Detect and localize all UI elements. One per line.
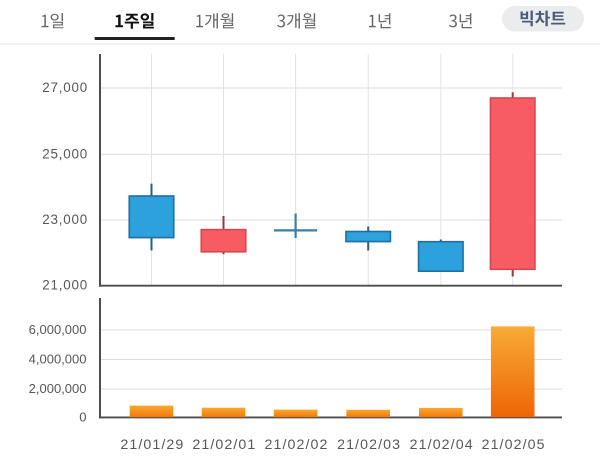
svg-text:21/02/01: 21/02/01 — [192, 437, 256, 453]
svg-text:21/02/05: 21/02/05 — [482, 437, 546, 453]
svg-text:25,000: 25,000 — [42, 147, 88, 162]
svg-text:21,000: 21,000 — [42, 278, 88, 293]
svg-text:6,000,000: 6,000,000 — [29, 322, 87, 337]
svg-text:4,000,000: 4,000,000 — [29, 352, 87, 367]
svg-text:2,000,000: 2,000,000 — [29, 381, 87, 396]
svg-text:0: 0 — [79, 410, 86, 425]
svg-text:27,000: 27,000 — [42, 80, 88, 95]
svg-text:21/02/02: 21/02/02 — [264, 437, 328, 453]
svg-text:23,000: 23,000 — [42, 212, 88, 227]
svg-text:21/02/03: 21/02/03 — [337, 437, 401, 453]
svg-text:21/01/29: 21/01/29 — [120, 437, 184, 453]
svg-text:21/02/04: 21/02/04 — [410, 437, 474, 453]
